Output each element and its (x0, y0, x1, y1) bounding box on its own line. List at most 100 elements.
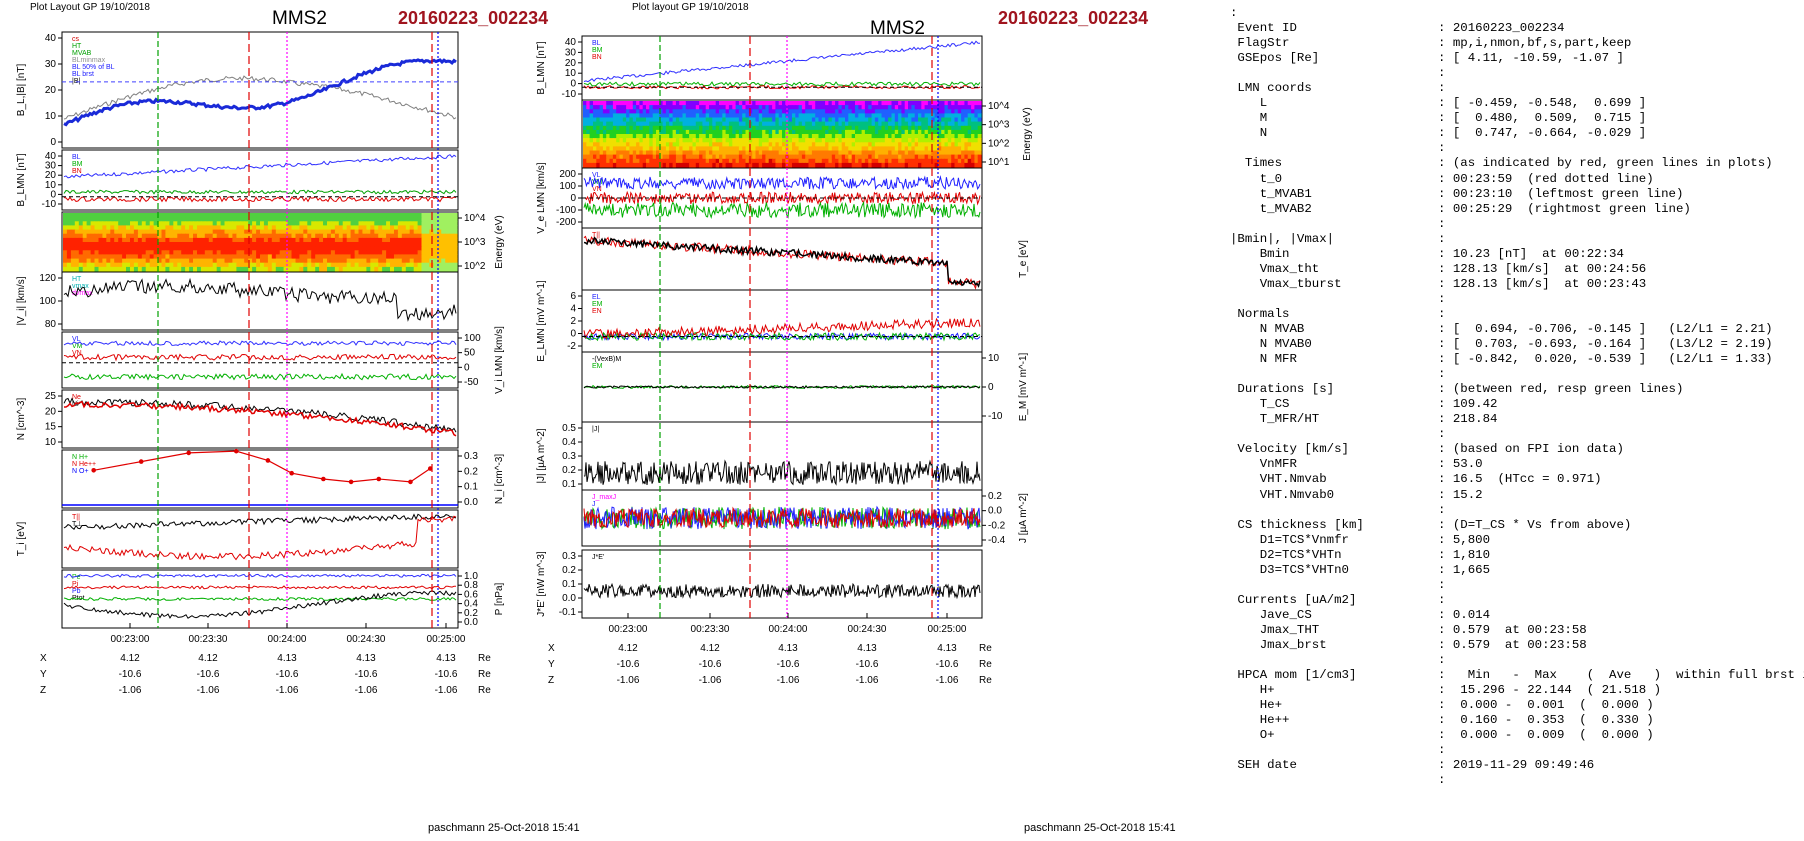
y-tick-label: 20 (45, 85, 57, 96)
legend-entry: J (592, 501, 596, 508)
y-tick-label: 200 (559, 169, 576, 180)
pos-row-value: -10.6 (617, 659, 640, 670)
summary-value: : 0.579 at 00:23:58 (1438, 637, 1587, 652)
pos-row-label: X (548, 643, 555, 654)
summary-row: : (1230, 773, 1800, 788)
legend-entry: EM (592, 363, 603, 370)
pos-row-value: 4.13 (277, 653, 297, 664)
summary-value: : (1438, 231, 1446, 246)
summary-row: D1=TCS*Vnmfr: 5,800 (1230, 533, 1800, 548)
y-tick-label: 10^4 (988, 101, 1010, 112)
summary-value: : 0.160 - 0.353 ( 0.330 ) (1438, 713, 1654, 728)
y-axis-label: J*E' [nW m^-3] (536, 551, 547, 617)
legend-entry: -(VexB)M (592, 356, 621, 363)
y-tick-label: 0.6 (464, 589, 478, 600)
bm-line (63, 189, 457, 195)
pos-row-label: Z (548, 675, 554, 686)
y-tick-label: 0 (570, 193, 576, 204)
summary-key: T_CS (1230, 397, 1290, 412)
summary-key: He+ (1230, 698, 1283, 713)
y-tick-label: 0.3 (464, 451, 478, 462)
legend-entry: BL (72, 154, 81, 161)
y-tick-label: 0 (50, 189, 56, 200)
panel-frame (581, 289, 983, 353)
pi-line (63, 585, 456, 590)
summary-value: : Min - Max ( Ave ) within full brst int (1438, 668, 1804, 683)
x-tick-label: 00:23:30 (189, 634, 228, 645)
summary-value: : 218.84 (1438, 412, 1498, 427)
y-axis-label: Energy (eV) (1022, 107, 1033, 160)
y-tick-label: -10 (562, 89, 577, 100)
pos-row-value: -10.6 (936, 659, 959, 670)
summary-key: N (1230, 126, 1268, 141)
summary-value: : 1,810 (1438, 547, 1491, 562)
summary-row: N MVAB0: [ 0.703, -0.693, -0.164 ] (L3/L… (1230, 337, 1800, 352)
ptot-line (63, 590, 457, 619)
summary-row: Event ID: 20160223_002234 (1230, 21, 1800, 36)
summary-row: HPCA mom [1/cm3]: Min - Max ( Ave ) with… (1230, 668, 1804, 683)
y-tick-label: 20 (45, 170, 57, 181)
j-magnitude-line (583, 459, 981, 486)
y-tick-label: -0.1 (559, 607, 577, 618)
summary-row: T_CS: 109.42 (1230, 397, 1800, 412)
total-b-line (63, 75, 457, 120)
legend-entry: EL (592, 294, 601, 301)
y-axis-label: |V_i| [km/s] (16, 276, 27, 325)
y-tick-label: 20 (565, 58, 577, 69)
summary-value: : 5,800 (1438, 532, 1491, 547)
pos-row-value: -10.6 (119, 669, 142, 680)
y-tick-label: 2 (570, 316, 576, 327)
y-tick-label: -10 (42, 199, 57, 210)
summary-value: : (1438, 502, 1446, 517)
summary-row: Currents [uA/m2]: (1230, 593, 1800, 608)
summary-value: : (based on FPI ion data) (1438, 442, 1624, 457)
summary-value: : 53.0 (1438, 457, 1483, 472)
t-par-line (63, 515, 457, 561)
pos-row-value: -1.06 (197, 685, 220, 696)
pos-row-value: 4.13 (778, 643, 798, 654)
summary-key: T_MFR/HT (1230, 412, 1320, 427)
y-tick-label: -50 (464, 377, 479, 388)
x-tick-label: 00:23:00 (609, 624, 648, 635)
legend-entry: BM (592, 47, 603, 54)
summary-key: D2=TCS*VHTn (1230, 547, 1342, 562)
y-tick-label: 50 (464, 348, 476, 359)
summary-value: : (1438, 592, 1446, 607)
summary-row: Jave_CS: 0.014 (1230, 608, 1800, 623)
summary-key: N MVAB (1230, 321, 1305, 336)
legend-entry: VL (592, 172, 601, 179)
summary-value: : [ 0.480, 0.509, 0.715 ] (1438, 111, 1647, 126)
summary-key: GSEpos [Re] (1230, 51, 1320, 66)
summary-row: Velocity [km/s]: (based on FPI ion data) (1230, 442, 1800, 457)
summary-row: Durations [s]: (between red, resp green … (1230, 382, 1800, 397)
summary-key: SEH date (1230, 758, 1297, 773)
legend-entry: EM (592, 301, 603, 308)
jm-line (583, 505, 981, 531)
x-tick-label: 00:25:00 (928, 624, 967, 635)
legend-entry: HT (72, 43, 82, 50)
x-tick-label: 00:24:30 (347, 634, 386, 645)
summary-row: : (1230, 66, 1800, 81)
summary-row: Jmax_brst: 0.579 at 00:23:58 (1230, 638, 1800, 653)
summary-key: VnMFR (1230, 457, 1297, 472)
legend-entry: BM (72, 161, 83, 168)
summary-row: He++ : 0.160 - 0.353 ( 0.330 ) (1230, 713, 1800, 728)
summary-value: : 0.000 - 0.009 ( 0.000 ) (1438, 728, 1654, 743)
summary-value: : (as indicated by red, green lines in p… (1438, 156, 1773, 171)
summary-value: : 16.5 (HTcc = 0.971) (1438, 472, 1602, 487)
y-tick-label: 10 (45, 111, 57, 122)
legend-entry: T|| (592, 232, 600, 239)
pos-row-value: -10.6 (699, 659, 722, 670)
summary-key: He++ (1230, 713, 1290, 728)
pos-row-value: 4.13 (356, 653, 376, 664)
pos-row-unit: Re (979, 659, 992, 670)
vn-line (63, 353, 457, 362)
y-tick-label: 0.2 (562, 565, 576, 576)
summary-row: D2=TCS*VHTn : 1,810 (1230, 548, 1800, 563)
bn-line (63, 195, 457, 203)
panel-frame (581, 35, 983, 101)
summary-key: FlagStr (1230, 36, 1290, 51)
pos-row-value: -10.6 (777, 659, 800, 670)
summary-row: GSEpos [Re]: [ 4.11, -10.59, -1.07 ] (1230, 51, 1800, 66)
legend-entry: Ne (72, 394, 81, 401)
